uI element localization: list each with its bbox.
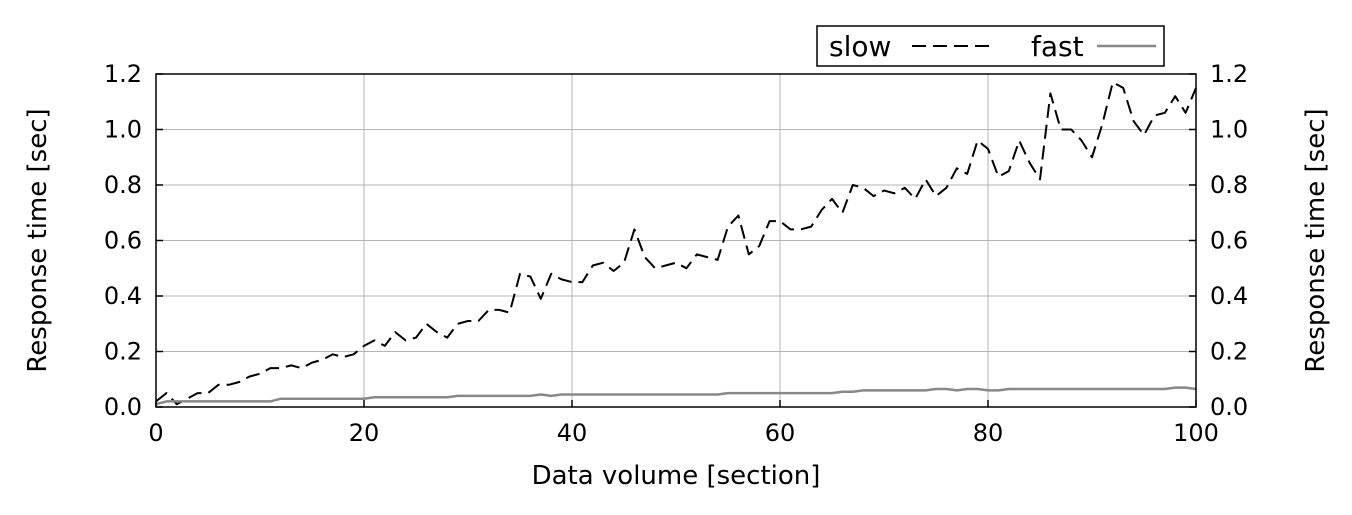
y-tick-label-left: 0.8 — [104, 171, 142, 199]
y-tick-label-right: 0.4 — [1210, 282, 1248, 310]
x-tick-label: 0 — [148, 419, 163, 447]
series-lines — [155, 81, 1197, 406]
y-tick-label-left: 0.4 — [104, 282, 142, 310]
x-tick-label: 60 — [765, 419, 796, 447]
y-tick-label-right: 1.2 — [1210, 60, 1248, 88]
x-axis-title: Data volume [section] — [532, 461, 821, 491]
y-tick-label-left: 0.0 — [104, 393, 142, 421]
y-tick-label-right: 0.0 — [1210, 393, 1248, 421]
y-axis-title-left: Response time [sec] — [23, 108, 53, 372]
y-tick-label-left: 0.2 — [104, 338, 142, 366]
legend-label-slow: slow — [829, 30, 891, 63]
y-tick-label-left: 1.2 — [104, 60, 142, 88]
legend-label-fast: fast — [1031, 30, 1084, 63]
y-tick-label-right: 1.0 — [1210, 116, 1248, 144]
series-line-fast — [155, 386, 1197, 406]
y-tick-label-right: 0.6 — [1210, 227, 1248, 255]
legend: slow fast — [816, 25, 1165, 67]
y-tick-label-left: 1.0 — [104, 116, 142, 144]
x-tick-label: 100 — [1173, 419, 1219, 447]
y-tick-label-right: 0.8 — [1210, 171, 1248, 199]
y-tick-label-left: 0.6 — [104, 227, 142, 255]
x-tick-label: 40 — [557, 419, 588, 447]
y-tick-label-right: 0.2 — [1210, 338, 1248, 366]
series-line-slow — [155, 81, 1197, 406]
grid — [156, 74, 1196, 407]
x-tick-label: 80 — [973, 419, 1004, 447]
y-axis-title-right: Response time [sec] — [1301, 108, 1331, 372]
x-tick-label: 20 — [349, 419, 380, 447]
